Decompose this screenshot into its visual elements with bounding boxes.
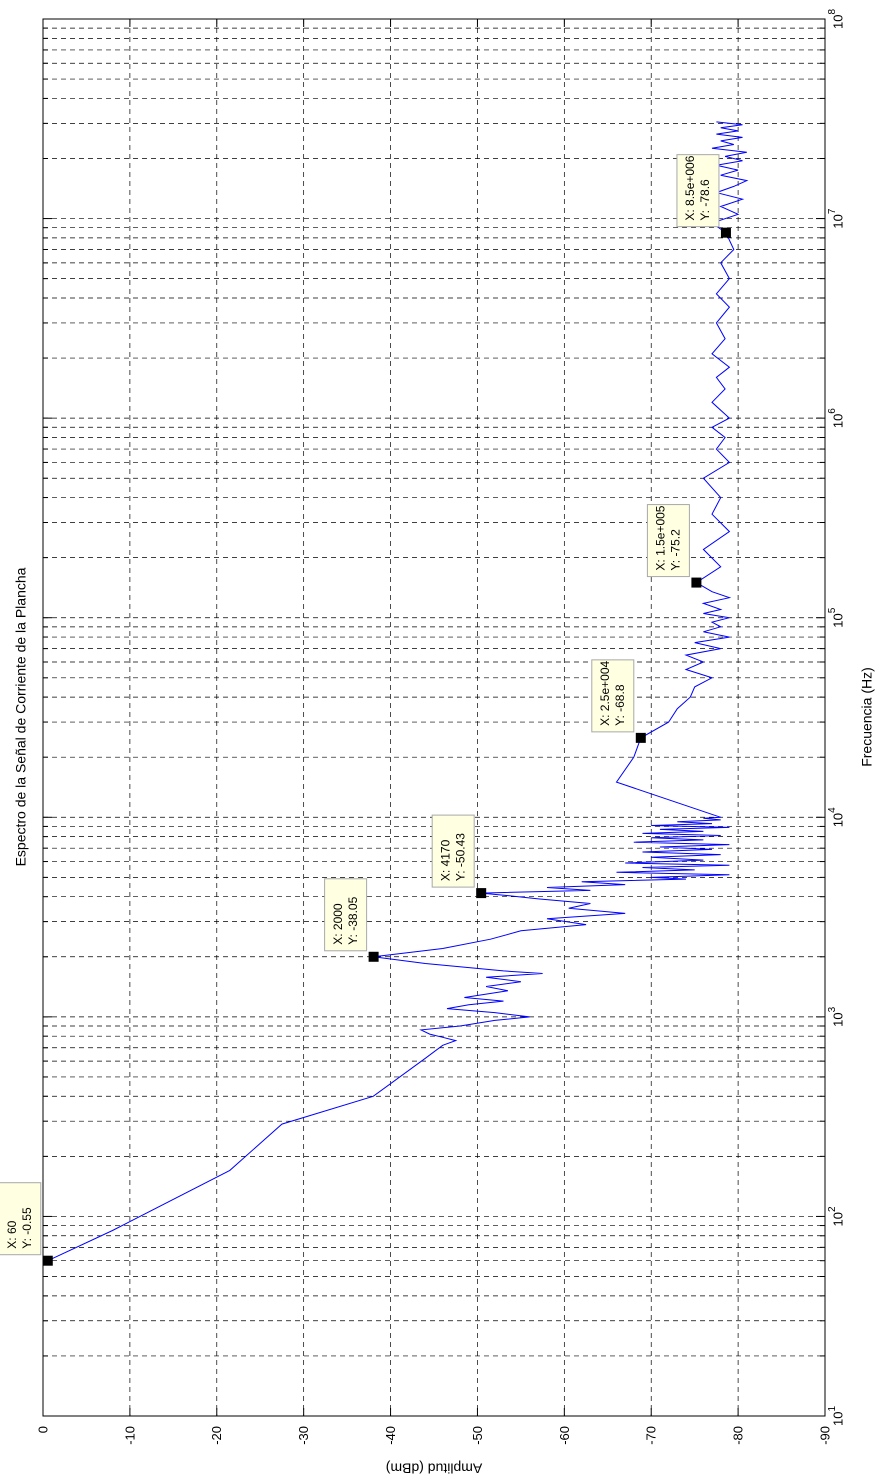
datatip-marker xyxy=(691,577,702,588)
y-tick-label: 0 xyxy=(35,1426,50,1433)
series-line xyxy=(47,121,749,1262)
y-tick-label: -40 xyxy=(383,1426,398,1445)
datatip-box xyxy=(646,504,690,578)
grid xyxy=(43,19,825,1416)
datatip-x-label: X: 8.5e+006 xyxy=(683,155,697,220)
y-tick-label: -60 xyxy=(557,1426,572,1445)
datatip-y-label: Y: -75.2 xyxy=(669,529,683,571)
datatip-y-label: Y: -0.55 xyxy=(20,1207,34,1249)
datatip-box xyxy=(591,659,635,733)
x-axis-label: Frecuencia (Hz) xyxy=(859,667,875,767)
datatip-box xyxy=(676,154,720,228)
datatip-x-label: X: 2000 xyxy=(331,903,345,945)
datatip-marker xyxy=(368,951,379,962)
datatip-box xyxy=(0,1182,42,1256)
datatip-y-label: Y: -50.43 xyxy=(453,833,467,881)
datatip-x-label: X: 1.5e+005 xyxy=(654,505,668,570)
y-tick-label: -90 xyxy=(817,1426,832,1445)
datatip-y-label: Y: -38.05 xyxy=(346,896,360,944)
datatip-marker xyxy=(720,227,731,238)
y-axis-label: Amplitud (dBm) xyxy=(386,1460,482,1476)
y-tick-label: -30 xyxy=(296,1426,311,1445)
datatip-marker xyxy=(42,1255,53,1266)
y-tick-label: -70 xyxy=(644,1426,659,1445)
datatip-x-label: X: 4170 xyxy=(438,839,452,881)
plot-area xyxy=(42,18,826,1417)
datatip-x-label: X: 2.5e+004 xyxy=(598,660,612,725)
datatip-marker xyxy=(476,888,487,899)
datatips-layer: X: 60 Y: -0.55X: 2000 Y: -38.05X: 4170 Y: -… xyxy=(0,154,731,1266)
datatip-box xyxy=(324,878,368,952)
y-tick-label: -20 xyxy=(209,1426,224,1445)
datatip-x-label: X: 60 xyxy=(5,1220,19,1248)
y-tick-label: -80 xyxy=(731,1426,746,1445)
y-tick-label: -50 xyxy=(470,1426,485,1445)
datatip-box xyxy=(431,814,475,888)
datatip-y-label: Y: -68.8 xyxy=(613,684,627,726)
datatip-y-label: Y: -78.6 xyxy=(698,179,712,221)
series-layer xyxy=(47,121,749,1262)
chart-title: Espectro de la Señal de Corriente de la … xyxy=(13,567,29,866)
y-tick-label: -10 xyxy=(122,1426,137,1445)
datatip-marker xyxy=(635,732,646,743)
